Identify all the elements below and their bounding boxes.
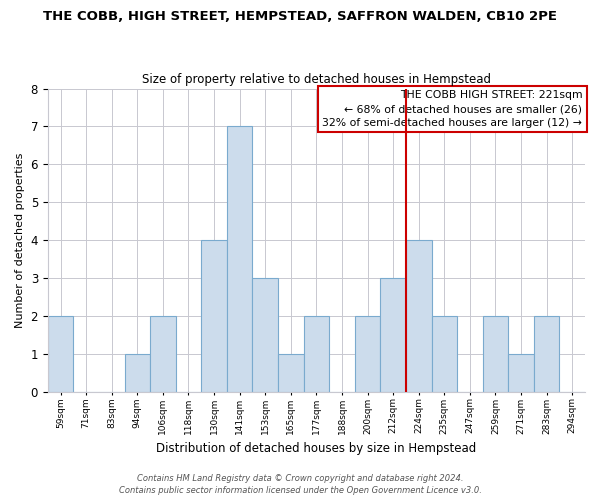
Bar xyxy=(508,354,534,392)
Bar xyxy=(431,316,457,392)
Text: THE COBB, HIGH STREET, HEMPSTEAD, SAFFRON WALDEN, CB10 2PE: THE COBB, HIGH STREET, HEMPSTEAD, SAFFRO… xyxy=(43,10,557,23)
Bar xyxy=(201,240,227,392)
Bar xyxy=(534,316,559,392)
Bar xyxy=(304,316,329,392)
Bar xyxy=(125,354,150,392)
X-axis label: Distribution of detached houses by size in Hempstead: Distribution of detached houses by size … xyxy=(156,442,476,455)
Y-axis label: Number of detached properties: Number of detached properties xyxy=(15,152,25,328)
Title: Size of property relative to detached houses in Hempstead: Size of property relative to detached ho… xyxy=(142,73,491,86)
Bar xyxy=(150,316,176,392)
Bar xyxy=(380,278,406,392)
Bar xyxy=(355,316,380,392)
Text: Contains HM Land Registry data © Crown copyright and database right 2024.
Contai: Contains HM Land Registry data © Crown c… xyxy=(119,474,481,495)
Bar xyxy=(227,126,253,392)
Bar xyxy=(406,240,431,392)
Bar xyxy=(48,316,73,392)
Bar xyxy=(482,316,508,392)
Bar xyxy=(253,278,278,392)
Text: THE COBB HIGH STREET: 221sqm
← 68% of detached houses are smaller (26)
32% of se: THE COBB HIGH STREET: 221sqm ← 68% of de… xyxy=(322,90,583,128)
Bar xyxy=(278,354,304,392)
